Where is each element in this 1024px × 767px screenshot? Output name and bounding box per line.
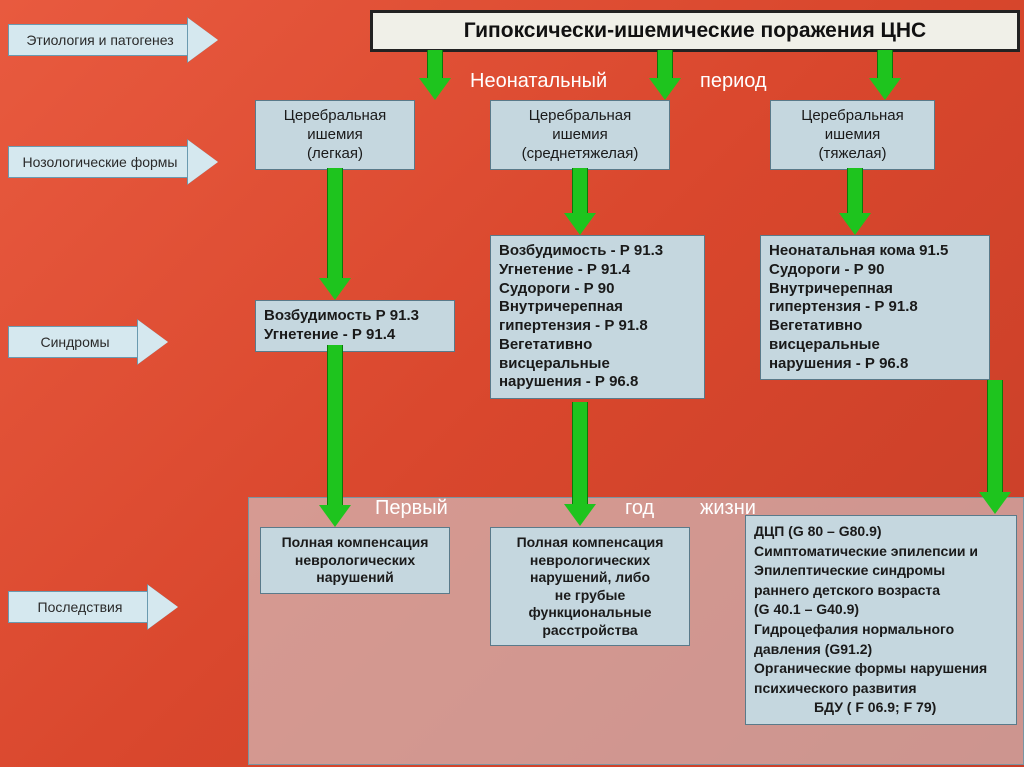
text: неврологических: [269, 552, 441, 570]
down-arrow-icon: [320, 345, 350, 527]
text: (среднетяжелая): [499, 145, 661, 164]
left-arrow-label: Синдромы: [8, 326, 138, 358]
text: психического развития: [754, 679, 1008, 699]
text: Полная компенсация: [499, 534, 681, 552]
down-arrow-icon: [650, 50, 680, 100]
syndromes-moderate: Возбудимость - Р 91.3 Угнетение - Р 91.4…: [490, 235, 705, 399]
text: Симптоматические эпилепсии и: [754, 542, 1008, 562]
syndromes-mild: Возбудимость Р 91.3 Угнетение - Р 91.4: [255, 300, 455, 352]
text: не грубые: [499, 587, 681, 605]
text: Угнетение - Р 91.4: [499, 261, 696, 280]
arrow-head: [148, 585, 178, 629]
outcomes-mild: Полная компенсация неврологических наруш…: [260, 527, 450, 594]
text: Судороги - Р 90: [769, 261, 981, 280]
arrow-head: [188, 140, 218, 184]
text: Эпилептические синдромы: [754, 561, 1008, 581]
left-arrow-syndromes: Синдромы: [8, 320, 168, 364]
text: Церебральная: [264, 107, 406, 126]
text: гипертензия - Р 91.8: [499, 317, 696, 336]
text: Внутричерепная: [769, 280, 981, 299]
text: ишемия: [264, 126, 406, 145]
down-arrow-icon: [420, 50, 450, 100]
text: (тяжелая): [779, 145, 926, 164]
text: раннего детского возраста: [754, 581, 1008, 601]
text: БДУ ( F 06.9; F 79): [754, 698, 1008, 718]
phase-neonatal-b: период: [700, 70, 767, 93]
syndromes-severe: Неонатальная кома 91.5 Судороги - Р 90 В…: [760, 235, 990, 380]
text: Церебральная: [779, 107, 926, 126]
text: Органические формы нарушения: [754, 659, 1008, 679]
phase-first-year-a: Первый: [375, 497, 448, 520]
left-arrow-outcomes: Последствия: [8, 585, 178, 629]
arrow-head: [138, 320, 168, 364]
text: Угнетение - Р 91.4: [264, 326, 446, 345]
outcomes-severe: ДЦП (G 80 – G80.9) Симптоматические эпил…: [745, 515, 1017, 725]
text: Судороги - Р 90: [499, 280, 696, 299]
phase-first-year-b: год: [625, 497, 654, 520]
arrow-head: [188, 18, 218, 62]
down-arrow-icon: [565, 402, 595, 526]
down-arrow-icon: [840, 168, 870, 235]
text: ДЦП (G 80 – G80.9): [754, 522, 1008, 542]
text: Возбудимость Р 91.3: [264, 307, 446, 326]
text: нарушения - Р 96.8: [499, 373, 696, 392]
text: ишемия: [499, 126, 661, 145]
text: гипертензия - Р 91.8: [769, 298, 981, 317]
left-arrow-label: Нозологические формы: [8, 146, 188, 178]
nosology-severe: Церебральная ишемия (тяжелая): [770, 100, 935, 170]
text: нарушений, либо: [499, 569, 681, 587]
text: функциональные: [499, 604, 681, 622]
left-arrow-nosology: Нозологические формы: [8, 140, 218, 184]
text: нарушений: [269, 569, 441, 587]
text: (G 40.1 – G40.9): [754, 600, 1008, 620]
text: Возбудимость - Р 91.3: [499, 242, 696, 261]
left-arrow-etiology: Этиология и патогенез: [8, 18, 218, 62]
text: Неонатальная кома 91.5: [769, 242, 981, 261]
down-arrow-icon: [980, 380, 1010, 514]
down-arrow-icon: [870, 50, 900, 100]
phase-neonatal-a: Неонатальный: [470, 70, 607, 93]
text: висцеральные: [769, 336, 981, 355]
text: Внутричерепная: [499, 298, 696, 317]
left-arrow-label: Последствия: [8, 591, 148, 623]
main-title: Гипоксически-ишемические поражения ЦНС: [370, 10, 1020, 52]
text: висцеральные: [499, 355, 696, 374]
down-arrow-icon: [565, 168, 595, 235]
outcomes-moderate: Полная компенсация неврологических наруш…: [490, 527, 690, 646]
text: Полная компенсация: [269, 534, 441, 552]
nosology-moderate: Церебральная ишемия (среднетяжелая): [490, 100, 670, 170]
text: Церебральная: [499, 107, 661, 126]
left-arrow-label: Этиология и патогенез: [8, 24, 188, 56]
text: Вегетативно: [769, 317, 981, 336]
text: Вегетативно: [499, 336, 696, 355]
text: расстройства: [499, 622, 681, 640]
nosology-mild: Церебральная ишемия (легкая): [255, 100, 415, 170]
text: давления (G91.2): [754, 640, 1008, 660]
text: (легкая): [264, 145, 406, 164]
text: неврологических: [499, 552, 681, 570]
down-arrow-icon: [320, 168, 350, 300]
text: нарушения - Р 96.8: [769, 355, 981, 374]
text: ишемия: [779, 126, 926, 145]
text: Гидроцефалия нормального: [754, 620, 1008, 640]
